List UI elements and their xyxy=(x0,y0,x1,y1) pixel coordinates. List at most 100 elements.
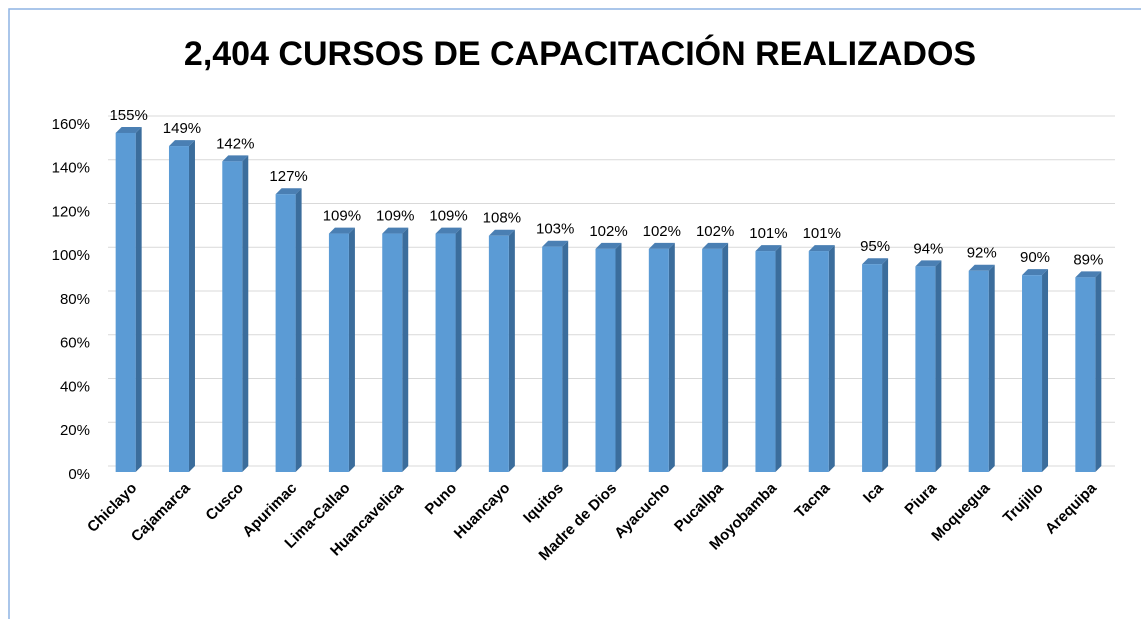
y-tick-label: 20% xyxy=(60,422,90,439)
y-tick-label: 60% xyxy=(60,335,90,352)
bar xyxy=(1022,275,1043,472)
bar-top xyxy=(915,260,942,267)
bar-top xyxy=(648,242,675,249)
bar-side xyxy=(242,155,249,472)
bar-side xyxy=(188,140,195,472)
bar xyxy=(862,264,883,472)
bar-side xyxy=(615,242,622,472)
bar-side xyxy=(455,227,462,472)
bar xyxy=(382,233,403,472)
x-tick-label: Piura xyxy=(901,479,940,518)
value-label: 89% xyxy=(1073,251,1103,268)
x-tick-label: Moquegua xyxy=(928,479,994,545)
value-label: 102% xyxy=(696,223,734,240)
bar-top xyxy=(1075,271,1102,278)
bar-side xyxy=(935,260,942,472)
value-label: 94% xyxy=(913,240,943,257)
bar-side xyxy=(135,126,142,472)
bar-side xyxy=(988,264,995,472)
bar xyxy=(915,266,936,472)
bar xyxy=(328,233,349,472)
x-tick-label: Iquitos xyxy=(520,480,567,527)
bar-side xyxy=(562,240,569,472)
bar xyxy=(542,246,563,472)
bar-side xyxy=(508,229,515,472)
bar-top xyxy=(702,242,729,249)
bar xyxy=(968,270,989,472)
bar-side xyxy=(775,245,782,472)
value-label: 102% xyxy=(643,223,681,240)
bar-side xyxy=(668,242,675,472)
bar xyxy=(275,194,296,472)
bar-side xyxy=(348,227,355,472)
bar xyxy=(1075,277,1096,472)
x-tick-label: Huancayo xyxy=(451,480,514,543)
value-label: 92% xyxy=(967,245,997,262)
y-tick-label: 160% xyxy=(52,116,90,133)
bar xyxy=(595,248,616,472)
bar xyxy=(488,235,509,472)
bar-top xyxy=(115,126,142,133)
bar-side xyxy=(882,258,889,472)
x-tick-label: Pucallpa xyxy=(671,479,727,535)
x-tick-label: Trujillo xyxy=(1000,480,1047,527)
bar-top xyxy=(595,242,622,249)
bar xyxy=(755,251,776,472)
bar-top xyxy=(328,227,355,234)
bar-side xyxy=(1042,269,1049,472)
value-label: 127% xyxy=(269,168,307,185)
bar-top xyxy=(542,240,569,247)
value-label: 90% xyxy=(1020,249,1050,266)
value-label: 101% xyxy=(803,225,841,242)
x-tick-label: Ayacucho xyxy=(611,480,673,542)
y-tick-label: 0% xyxy=(68,466,90,483)
x-tick-label: Puno xyxy=(422,480,461,519)
bar-top xyxy=(862,258,889,265)
bar-top xyxy=(488,229,515,236)
bar-top xyxy=(755,245,782,252)
bar-side xyxy=(828,245,835,472)
bar-side xyxy=(722,242,729,472)
y-tick-label: 120% xyxy=(52,203,90,220)
x-tick-label: Cusco xyxy=(202,480,246,524)
x-tick-label: Chiclayo xyxy=(84,480,140,536)
bar xyxy=(648,248,669,472)
value-label: 101% xyxy=(749,225,787,242)
bar-top xyxy=(168,140,195,147)
value-label: 95% xyxy=(860,238,890,255)
y-tick-label: 100% xyxy=(52,247,90,264)
bar-top xyxy=(968,264,995,271)
chart-title: 2,404 CURSOS DE CAPACITACIÓN REALIZADOS xyxy=(184,35,976,73)
x-tick-label: Cajamarca xyxy=(128,479,194,545)
bar xyxy=(808,251,829,472)
y-tick-label: 80% xyxy=(60,291,90,308)
value-label: 155% xyxy=(109,107,147,124)
value-label: 142% xyxy=(216,135,254,152)
x-tick-label: Arequipa xyxy=(1042,479,1100,537)
x-tick-label: Ica xyxy=(860,479,887,506)
value-label: 109% xyxy=(376,208,414,225)
value-label: 109% xyxy=(323,208,361,225)
bar-side xyxy=(402,227,409,472)
y-tick-label: 40% xyxy=(60,378,90,395)
bar xyxy=(115,132,136,472)
y-tick-label: 140% xyxy=(52,160,90,177)
bar-side xyxy=(295,188,302,472)
bar-top xyxy=(435,227,462,234)
bar-top xyxy=(275,188,302,195)
bar xyxy=(702,248,723,472)
value-label: 108% xyxy=(483,210,521,227)
value-label: 102% xyxy=(589,223,627,240)
value-label: 103% xyxy=(536,221,574,238)
bar xyxy=(222,161,243,472)
bar xyxy=(168,146,189,472)
bar-top xyxy=(808,245,835,252)
chart-frame xyxy=(8,8,1141,624)
value-label: 149% xyxy=(163,120,201,137)
bar-top xyxy=(1022,269,1049,276)
bar-top xyxy=(382,227,409,234)
bar-side xyxy=(1095,271,1102,472)
value-label: 109% xyxy=(429,208,467,225)
